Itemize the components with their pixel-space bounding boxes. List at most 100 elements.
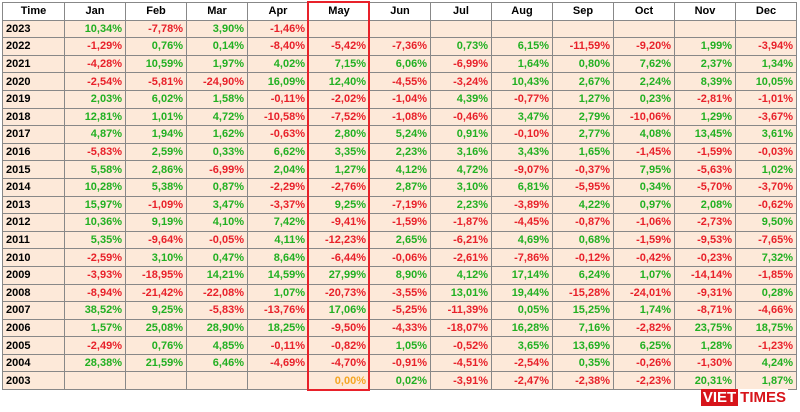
value-cell: -7,65% [735, 230, 797, 250]
value-cell: 2,67% [552, 72, 614, 91]
value-cell: 6,25% [613, 336, 675, 355]
value-cell: -3,70% [735, 177, 797, 197]
column-header: Feb [125, 2, 187, 21]
value-cell: 0,23% [613, 89, 675, 109]
value-cell: -0,12% [552, 248, 614, 267]
value-cell: 6,15% [491, 37, 553, 56]
value-cell: 2,77% [552, 125, 614, 144]
value-cell: -18,07% [430, 318, 492, 338]
value-cell: 0,35% [552, 353, 614, 373]
year-cell: 2004 [2, 353, 65, 373]
value-cell: -4,28% [64, 54, 126, 74]
value-cell: 1,01% [125, 107, 187, 127]
value-cell: 23,75% [674, 318, 736, 338]
table-row: 2008 -8,94% -21,42% -22,08% 1,07% -20,73% -3,5… [2, 283, 797, 303]
table-row: 2012 10,36% 9,19% 4,10% 7,42% -9,41% -1,59% -1,… [2, 213, 797, 232]
value-cell: -2,54% [64, 72, 126, 91]
value-cell: -0,23% [674, 248, 736, 267]
value-cell: 4,72% [430, 160, 492, 179]
value-cell: -0,42% [613, 248, 675, 267]
value-cell: -0,62% [735, 195, 797, 215]
year-cell: 2012 [2, 213, 65, 232]
value-cell: 0,28% [735, 283, 797, 303]
value-cell: -7,78% [125, 19, 187, 39]
value-cell: -2,81% [674, 89, 736, 109]
year-cell: 2011 [2, 230, 65, 250]
value-cell: 0,76% [125, 336, 187, 355]
value-cell: 3,47% [186, 195, 248, 215]
value-cell: 4,11% [247, 230, 309, 250]
value-cell: -0,82% [308, 336, 370, 355]
value-cell: 12,81% [64, 107, 126, 127]
table-row: 2017 4,87% 1,94% 1,62% -0,63% 2,80% 5,24% 0,91%… [2, 125, 797, 144]
logo-left: VIET [700, 389, 739, 406]
value-cell: -9,20% [613, 37, 675, 56]
value-cell: -9,64% [125, 230, 187, 250]
value-cell: -1,09% [125, 195, 187, 215]
year-cell: 2019 [2, 89, 65, 109]
value-cell: 17,14% [491, 265, 553, 285]
column-header: May [308, 2, 370, 21]
value-cell: 12,40% [308, 72, 370, 91]
value-cell: 1,34% [735, 54, 797, 74]
value-cell [613, 19, 675, 39]
value-cell: 13,45% [674, 125, 736, 144]
value-cell: 4,10% [186, 213, 248, 232]
value-cell: 4,02% [247, 54, 309, 74]
value-cell: 3,35% [308, 142, 370, 162]
value-cell: -9,07% [491, 160, 553, 179]
value-cell: -5,95% [552, 177, 614, 197]
value-cell: -1,59% [613, 230, 675, 250]
value-cell: -5,42% [308, 37, 370, 56]
year-cell: 2015 [2, 160, 65, 179]
value-cell [735, 19, 797, 39]
value-cell: 2,08% [674, 195, 736, 215]
value-cell: -0,03% [735, 142, 797, 162]
column-header: Aug [491, 2, 553, 21]
value-cell: 2,87% [369, 177, 431, 197]
value-cell: -0,52% [430, 336, 492, 355]
value-cell: 2,80% [308, 125, 370, 144]
value-cell: -0,46% [430, 107, 492, 127]
value-cell: 38,52% [64, 301, 126, 320]
value-cell: 0,34% [613, 177, 675, 197]
value-cell: 1,65% [552, 142, 614, 162]
value-cell: 1,27% [308, 160, 370, 179]
value-cell: -0,37% [552, 160, 614, 179]
year-cell: 2013 [2, 195, 65, 215]
column-header: Oct [613, 2, 675, 21]
value-cell: 4,39% [430, 89, 492, 109]
value-cell: -1,87% [430, 213, 492, 232]
value-cell: 6,62% [247, 142, 309, 162]
value-cell: -0,77% [491, 89, 553, 109]
value-cell: -5,70% [674, 177, 736, 197]
table-row: 2015 5,58% 2,86% -6,99% 2,04% 1,27% 4,12% 4,72%… [2, 160, 797, 179]
value-cell: 14,59% [247, 265, 309, 285]
value-cell: 3,10% [125, 248, 187, 267]
value-cell: 10,36% [64, 213, 126, 232]
value-cell: -1,29% [64, 37, 126, 56]
value-cell: 5,24% [369, 125, 431, 144]
value-cell: -9,53% [674, 230, 736, 250]
value-cell: -8,40% [247, 37, 309, 56]
table-row: 2014 10,28% 5,38% 0,87% -2,29% -2,76% 2,87% 3,1… [2, 177, 797, 197]
value-cell: 0,00% [308, 371, 370, 391]
column-header: Jul [430, 2, 492, 21]
table-row: 2020 -2,54% -5,81% -24,90% 16,09% 12,40% -4,55… [2, 72, 797, 91]
value-cell: 3,16% [430, 142, 492, 162]
value-cell: 6,24% [552, 265, 614, 285]
value-cell: 10,05% [735, 72, 797, 91]
value-cell: -21,42% [125, 283, 187, 303]
value-cell: -4,70% [308, 353, 370, 373]
value-cell: -2,02% [308, 89, 370, 109]
value-cell: -7,52% [308, 107, 370, 127]
value-cell: 14,21% [186, 265, 248, 285]
value-cell: -2,38% [552, 371, 614, 391]
year-cell: 2006 [2, 318, 65, 338]
value-cell: -8,94% [64, 283, 126, 303]
value-cell: -12,23% [308, 230, 370, 250]
value-cell: 1,57% [64, 318, 126, 338]
year-cell: 2018 [2, 107, 65, 127]
table-row: 2004 28,38% 21,59% 6,46% -4,69% -4,70% -0,91% -… [2, 353, 797, 373]
table-row: 2022 -1,29% 0,76% 0,14% -8,40% -5,42% -7,36% 0,… [2, 37, 797, 56]
